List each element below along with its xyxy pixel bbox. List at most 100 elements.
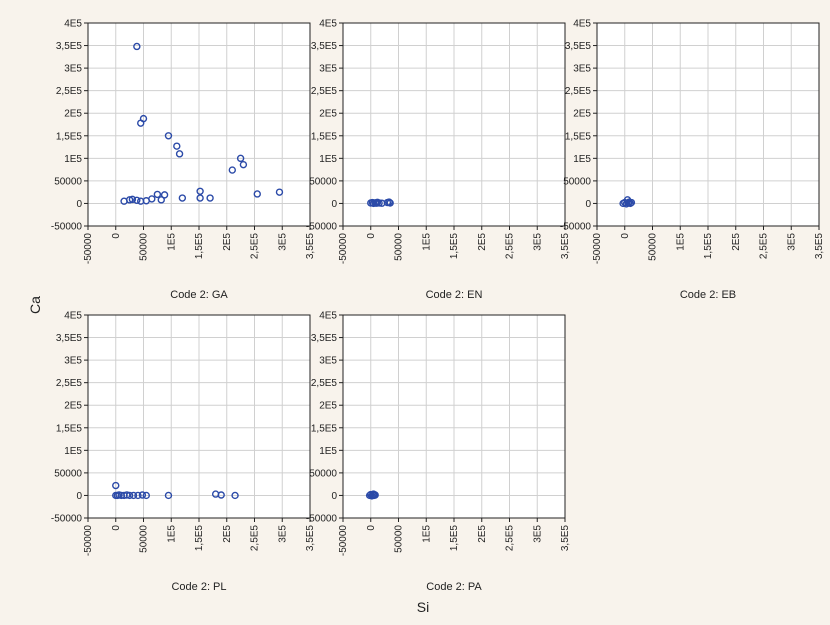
panel-caption: Code 2: PA	[426, 581, 482, 593]
data-point	[196, 194, 204, 202]
x-tick-label: 0	[620, 233, 631, 239]
data-point	[275, 188, 284, 196]
x-tick-label: 50000	[394, 525, 405, 553]
data-point	[153, 190, 162, 199]
y-tick-label: 2E5	[319, 109, 337, 120]
x-tick-label: 3,5E5	[560, 233, 571, 260]
y-tick-label: 1,5E5	[311, 131, 338, 142]
data-point	[206, 194, 214, 202]
data-point	[138, 491, 147, 499]
data-point	[173, 142, 181, 150]
data-point	[236, 154, 245, 163]
y-tick-label: 3E5	[319, 356, 337, 367]
x-tick-label: 2E5	[477, 233, 488, 251]
data-point	[386, 199, 394, 207]
y-tick-label: 1E5	[64, 154, 82, 165]
x-tick-label: -50000	[338, 525, 349, 557]
y-tick-label: 4E5	[573, 19, 591, 30]
y-tick-label: 1E5	[573, 154, 591, 165]
y-tick-label: -50000	[306, 222, 338, 233]
y-tick-label: 50000	[54, 468, 82, 479]
x-tick-label: 1,5E5	[449, 233, 460, 260]
data-point	[217, 491, 225, 499]
x-tick-label: 1E5	[166, 525, 177, 543]
x-tick-label: 1,5E5	[449, 525, 460, 552]
x-tick-label: 1,5E5	[194, 233, 205, 260]
data-point	[128, 195, 137, 204]
y-tick-label: 50000	[54, 176, 82, 187]
data-point	[129, 491, 138, 500]
x-tick-label: 3,5E5	[814, 233, 825, 260]
data-point	[112, 481, 120, 490]
y-tick-label: 2E5	[573, 109, 591, 120]
y-tick-label: 3,5E5	[56, 333, 83, 344]
y-tick-label: -50000	[51, 222, 83, 233]
y-tick-label: 2E5	[64, 109, 82, 120]
panel-0: -50000 0 50000 1E5 1,5E5 2E5 2,5E5 3E5 3,5E5 -500…	[51, 19, 316, 302]
y-tick-label: 50000	[309, 468, 337, 479]
panel-caption: Code 2: PL	[171, 581, 226, 593]
panels: -50000 0 50000 1E5 1,5E5 2E5 2,5E5 3E5 3,5E5-500…	[51, 19, 825, 594]
x-tick-label: 50000	[648, 233, 659, 261]
x-tick-label: 1E5	[421, 525, 432, 543]
y-tick-label: 3E5	[319, 64, 337, 75]
y-tick-label: 1,5E5	[56, 423, 83, 434]
x-tick-label: 1,5E5	[703, 233, 714, 260]
x-tick-label: 0	[111, 525, 122, 531]
y-tick-label: 2E5	[64, 401, 82, 412]
x-axis-title: Si	[417, 599, 429, 615]
data-point	[231, 491, 239, 500]
data-point	[164, 491, 173, 500]
data-point	[125, 491, 134, 500]
data-point	[160, 191, 169, 199]
y-tick-label: 4E5	[319, 311, 337, 322]
data-point	[134, 491, 142, 500]
data-point	[239, 160, 248, 169]
data-point	[228, 166, 237, 174]
data-point	[253, 190, 261, 198]
y-axis-title: Ca	[27, 296, 43, 314]
x-tick-label: 2,5E5	[505, 233, 516, 260]
x-tick-label: -50000	[338, 233, 349, 265]
y-tick-label: 3E5	[64, 356, 82, 367]
y-tick-label: 4E5	[64, 19, 82, 30]
y-tick-label: 2,5E5	[565, 86, 592, 97]
y-tick-label: 3E5	[64, 64, 82, 75]
panel-4: -50000 0 50000 1E5 1,5E5 2E5 2,5E5 3E5 3,5E5-500…	[306, 311, 571, 594]
data-point	[139, 114, 148, 123]
y-tick-label: 2E5	[319, 401, 337, 412]
y-tick-label: 0	[76, 199, 82, 210]
x-tick-label: 0	[366, 525, 377, 531]
data-point	[626, 199, 634, 208]
x-tick-label: 1E5	[166, 233, 177, 251]
panel-2: -50000 0 50000 1E5 1,5E5 2E5 2,5E5 3E5 3,5E5-500…	[560, 19, 825, 302]
y-tick-label: 0	[331, 199, 337, 210]
y-tick-label: 3,5E5	[56, 41, 83, 52]
x-tick-label: 1E5	[421, 233, 432, 251]
x-tick-label: 2E5	[477, 525, 488, 543]
data-point	[385, 198, 393, 206]
x-tick-label: 2,5E5	[250, 525, 261, 552]
x-tick-label: 0	[366, 233, 377, 239]
y-tick-label: 0	[585, 199, 591, 210]
data-point	[157, 196, 165, 204]
x-tick-label: 1E5	[675, 233, 686, 251]
x-tick-label: 3,5E5	[305, 233, 316, 260]
x-tick-label: 3,5E5	[305, 525, 316, 552]
panel-1: -50000 0 50000 1E5 1,5E5 2E5 2,5E5 3E5 3,5E5-500…	[306, 19, 571, 302]
data-point	[375, 199, 383, 207]
y-tick-label: -50000	[51, 514, 83, 525]
x-tick-label: -50000	[592, 233, 603, 265]
y-tick-label: 3,5E5	[311, 333, 338, 344]
x-tick-label: 2E5	[222, 525, 233, 543]
data-point	[133, 196, 141, 204]
x-tick-label: 0	[111, 233, 122, 239]
x-tick-label: -50000	[83, 525, 94, 557]
x-tick-label: 3E5	[786, 233, 797, 251]
y-tick-label: 2,5E5	[56, 378, 83, 389]
x-tick-label: 2,5E5	[505, 525, 516, 552]
data-point	[133, 42, 141, 51]
y-tick-label: 0	[76, 491, 82, 502]
x-tick-label: 1,5E5	[194, 525, 205, 552]
